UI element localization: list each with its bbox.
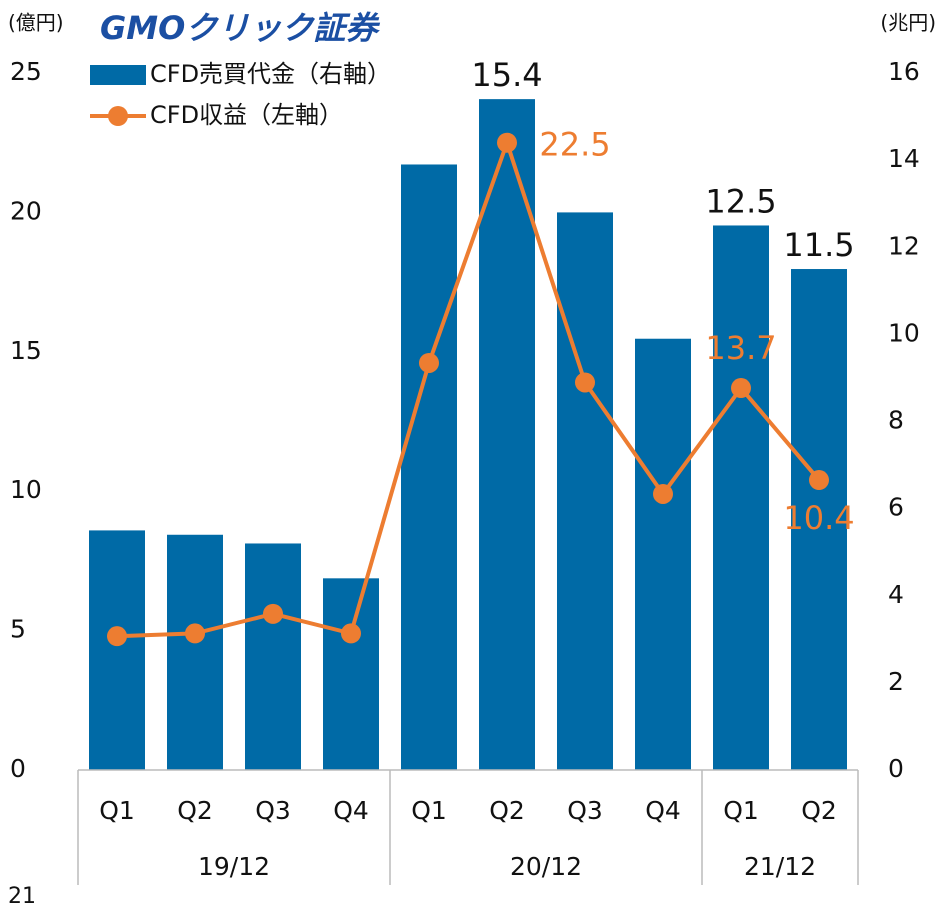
x-tick-label: Q3 [255,796,291,825]
legend-swatch [90,65,146,85]
point-label: 13.7 [705,329,776,367]
bar [245,543,301,770]
x-tick-label: Q2 [489,796,525,825]
bar [323,578,379,770]
logo: GMOクリック証券 [100,9,380,47]
point [263,603,283,624]
bar-label: 11.5 [783,226,854,264]
x-tick-label: Q1 [723,796,759,825]
x-tick-label: Q1 [411,796,447,825]
x-tick-label: Q3 [567,796,603,825]
point [107,626,127,647]
y-tick-label: 15 [10,336,42,365]
x-tick-label: Q1 [99,796,135,825]
y2-tick-label: 12 [888,231,920,260]
y-tick-label: 5 [10,615,26,644]
x-tick-label: Q2 [177,796,213,825]
bar [635,338,691,770]
y2-tick-label: 4 [888,580,904,609]
bar [557,212,613,770]
point [575,372,595,393]
x-tick-label: Q2 [801,796,837,825]
y-tick-label: 25 [10,57,42,86]
line [116,136,821,639]
bar [791,269,847,770]
bar [479,99,535,770]
legend-label: CFD収益（左軸） [150,101,343,129]
group-label: 21/12 [744,852,816,881]
y2-tick-label: 6 [888,493,904,522]
bar [713,225,769,770]
x-tick-label: Q4 [333,796,369,825]
point-label: 22.5 [539,126,610,164]
y2-tick-label: 8 [888,406,904,435]
page-number: 21 [8,884,36,909]
point [497,132,517,153]
point [809,470,829,491]
y-tick-label: 10 [10,475,42,504]
group-label: 19/12 [198,852,270,881]
bar-label: 12.5 [705,182,776,220]
y2-tick-label: 10 [888,318,920,347]
point [653,483,673,504]
y-tick-label: 20 [10,196,42,225]
legend-swatch [108,106,128,126]
bar [401,164,457,770]
x-tick-label: Q4 [645,796,681,825]
point-label: 10.4 [783,499,854,537]
bar [89,530,145,770]
y-axis-label: (億円) [8,11,64,35]
point [185,623,205,644]
point [341,623,361,644]
point [419,352,439,373]
bar [167,534,223,770]
y2-tick-label: 2 [888,667,904,696]
bar-label: 15.4 [471,56,542,94]
point [731,378,751,399]
y2-axis-label: (兆円) [880,11,936,35]
y2-tick-label: 16 [888,57,920,86]
y-tick-label: 0 [10,754,26,783]
legend-label: CFD売買代金（右軸） [150,60,391,88]
y2-tick-label: 0 [888,754,904,783]
group-label: 20/12 [510,852,582,881]
y2-tick-label: 14 [888,144,920,173]
